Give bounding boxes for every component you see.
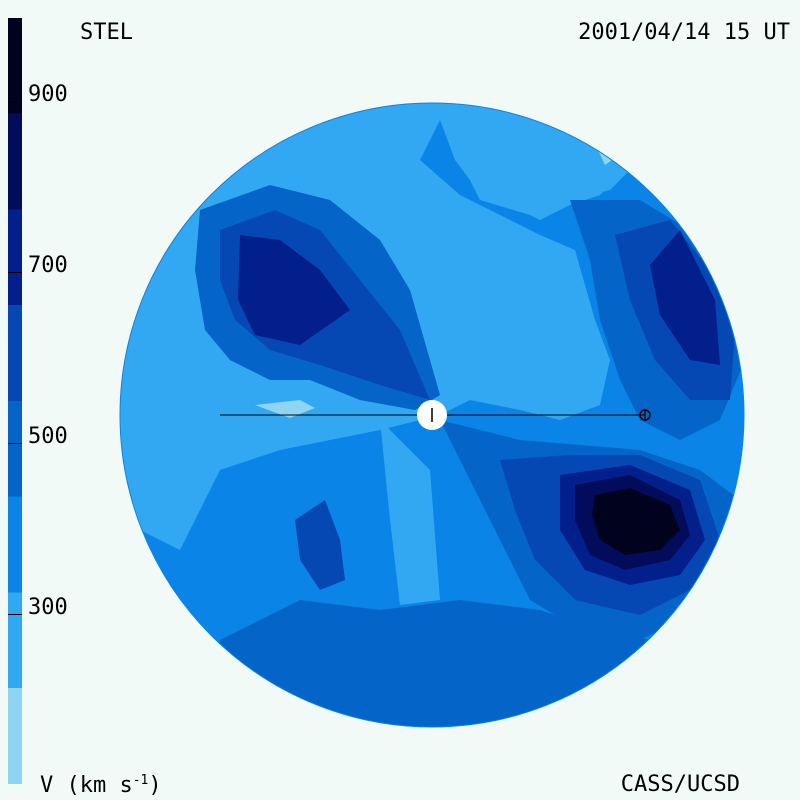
contour-lower-left-patch xyxy=(295,500,345,590)
contour-upper-left-inner xyxy=(238,235,350,345)
credit-label: CASS/UCSD xyxy=(620,772,740,797)
unit-prefix: V (km s xyxy=(40,773,133,798)
source-label: STEL xyxy=(80,20,133,45)
datetime-label: 2001/04/14 15 UT xyxy=(578,20,790,45)
unit-label: V (km s-1) xyxy=(40,774,162,797)
colorbar-tickmark xyxy=(8,272,22,273)
colorbar-tick-700: 700 xyxy=(28,253,68,278)
earth-icon xyxy=(639,409,651,421)
unit-exponent: -1 xyxy=(132,773,149,788)
colorbar-tickmark xyxy=(8,101,22,102)
contour-right-upper-inner xyxy=(650,230,720,365)
contour-light-strip xyxy=(380,420,440,605)
unit-suffix: ) xyxy=(148,773,162,798)
colorbar-tickmark xyxy=(8,614,22,615)
contour-lower-right-peak xyxy=(592,488,680,555)
map-disc-edge xyxy=(119,102,745,728)
colorbar-tick-900: 900 xyxy=(28,82,68,107)
colorbar-tick-300: 300 xyxy=(28,595,68,620)
contour-light-streak xyxy=(255,400,315,418)
contour-light-top-right xyxy=(450,110,620,220)
velocity-colorbar xyxy=(8,18,22,784)
colorbar-tickmark xyxy=(8,443,22,444)
contour-light-tick xyxy=(598,150,612,165)
colorbar-tick-500: 500 xyxy=(28,424,68,449)
